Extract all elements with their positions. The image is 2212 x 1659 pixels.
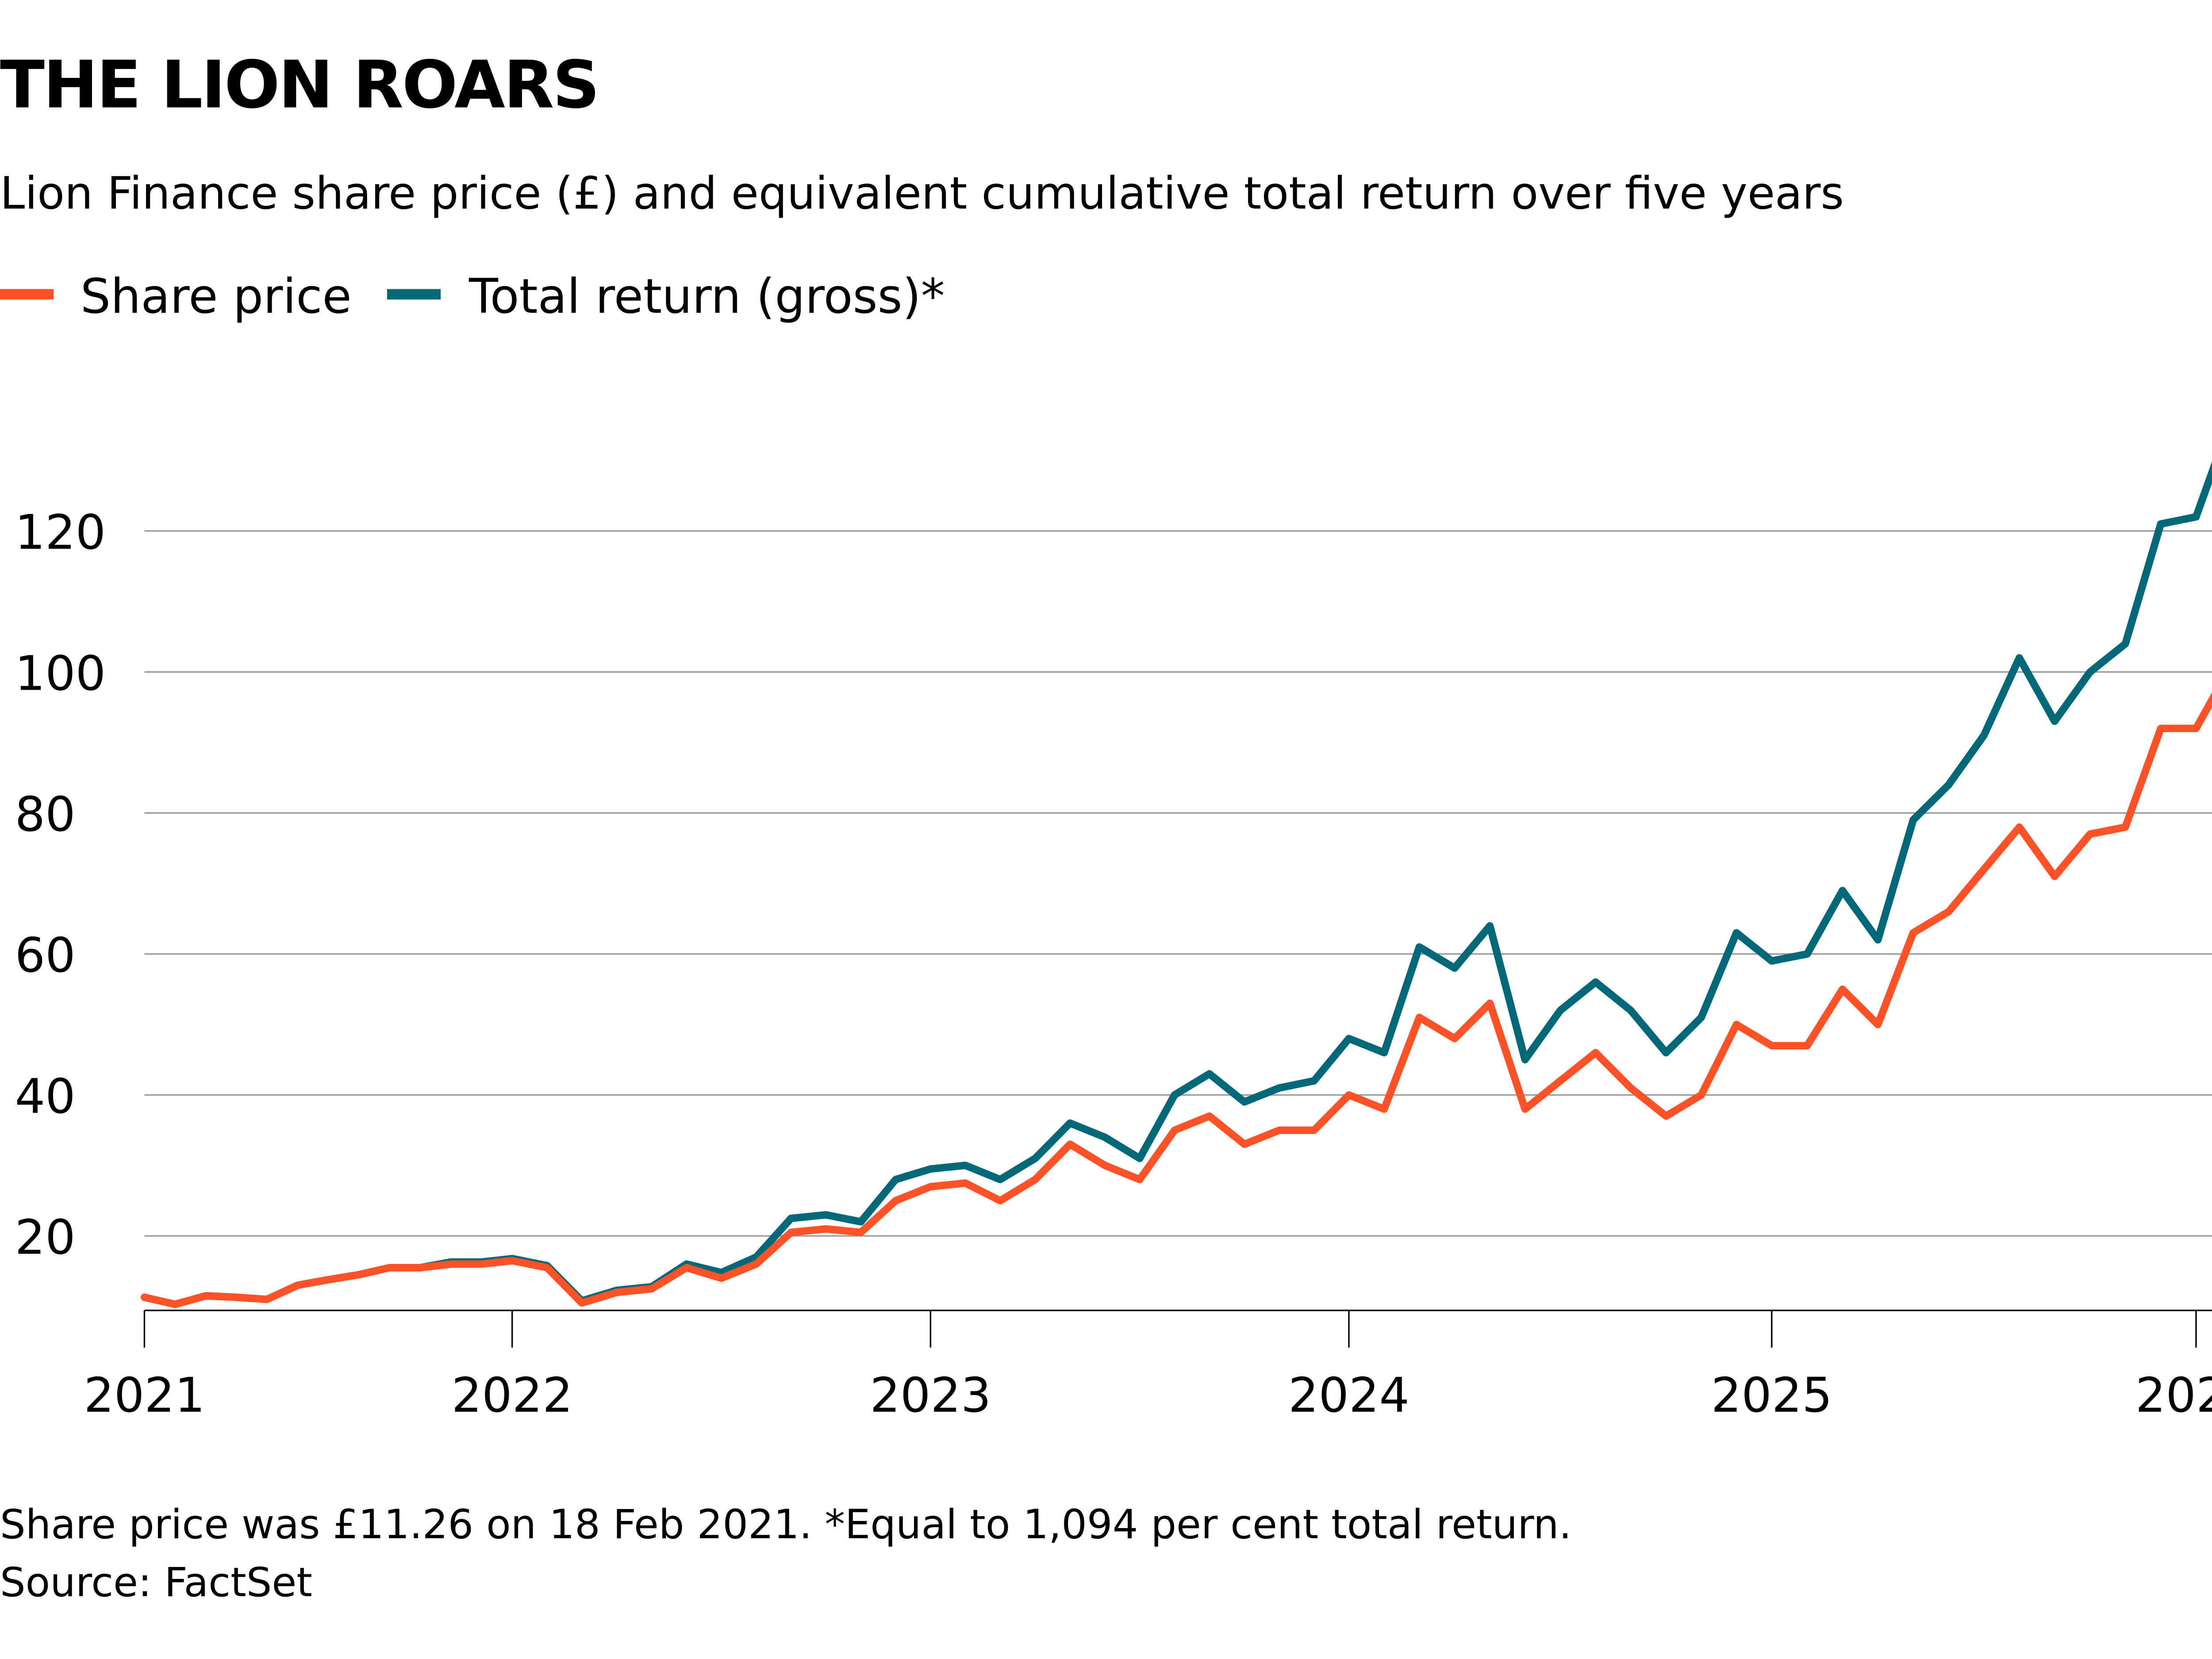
series-line-total-return [141, 461, 2212, 1308]
legend-label-share-price: Share price [81, 269, 352, 324]
legend-swatch-total-return [387, 289, 441, 300]
x-tick-label: 2025 [1711, 1368, 1832, 1423]
footnote: Share price was £11.26 on 18 Feb 2021. *… [0, 1502, 1571, 1548]
y-tick-label: 100 [15, 646, 106, 701]
y-tick-label: 20 [15, 1210, 76, 1265]
y-tick-label: 40 [15, 1069, 76, 1124]
y-tick-label: 80 [15, 787, 76, 842]
source: Source: FactSet [0, 1559, 312, 1606]
series-line-share-price [141, 692, 2212, 1308]
x-axis: 2021 2022 2023 2024 2025 2026 [84, 1310, 2212, 1423]
y-tick-label: 60 [15, 928, 76, 983]
x-tick-label: 2022 [452, 1368, 573, 1423]
legend: Share price Total return (gross)* [0, 269, 945, 324]
x-tick-label: 2024 [1288, 1368, 1409, 1423]
gridlines [144, 530, 2212, 1237]
legend-swatch-share-price [0, 289, 54, 300]
chart-title: THE LION ROARS [0, 47, 598, 123]
legend-label-total-return: Total return (gross)* [469, 269, 945, 324]
y-tick-label: 120 [15, 505, 106, 561]
chart-subtitle: Lion Finance share price (£) and equival… [0, 167, 1844, 219]
x-tick-label: 2026 [2135, 1368, 2212, 1423]
x-tick-label: 2021 [84, 1368, 205, 1423]
y-axis-ticks: 20 40 60 80 100 120 [15, 505, 106, 1266]
series-lines [141, 461, 2212, 1308]
x-tick-label: 2023 [870, 1368, 991, 1423]
